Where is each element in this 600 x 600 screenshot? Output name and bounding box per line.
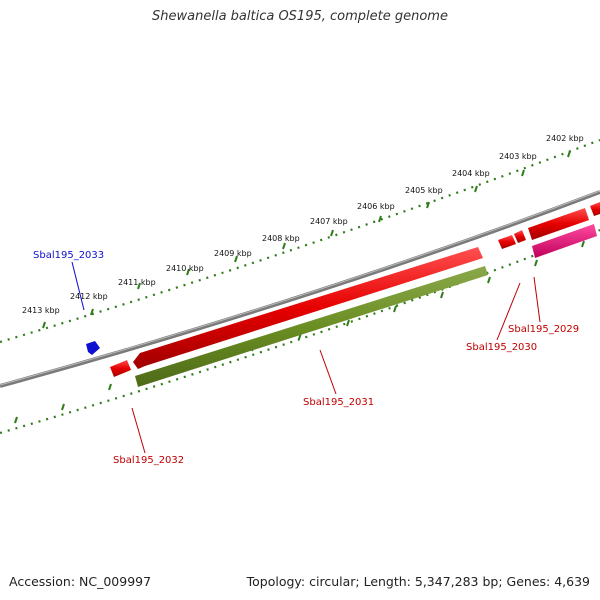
tick-label: 2404 kbp <box>452 169 490 178</box>
tick-label: 2410 kbp <box>166 264 204 273</box>
label-sbal195-2031[interactable]: Sbal195_2031 <box>303 397 374 408</box>
outer-major-ticks <box>42 150 571 329</box>
tick-label: 2407 kbp <box>310 217 348 226</box>
map-title: Shewanella baltica OS195, complete genom… <box>152 9 448 24</box>
outer-tick-ring <box>0 138 600 344</box>
gene-red-right[interactable] <box>528 208 589 240</box>
leader-2033 <box>71 261 85 311</box>
leader-2029 <box>533 276 541 323</box>
gene-red-edge[interactable] <box>590 202 600 216</box>
accession-text: Accession: NC_009997 <box>9 574 152 589</box>
label-sbal195-2029[interactable]: Sbal195_2029 <box>508 324 579 335</box>
genome-summary-text: Topology: circular; Length: 5,347,283 bp… <box>246 574 590 589</box>
tick-label: 2412 kbp <box>70 292 108 301</box>
gene-sbal195-2031[interactable] <box>135 266 488 387</box>
tick-label: 2413 kbp <box>22 306 60 315</box>
gene-sbal195-2029[interactable] <box>532 224 597 258</box>
tick-label: 2409 kbp <box>214 249 252 258</box>
tick-label: 2402 kbp <box>546 134 584 143</box>
tick-label: 2403 kbp <box>499 152 537 161</box>
leader-2030 <box>496 282 521 341</box>
gene-sbal195-2030[interactable] <box>498 235 516 249</box>
leader-2031 <box>319 349 337 395</box>
gene-sbal195-2032[interactable] <box>110 360 131 377</box>
label-sbal195-2030[interactable]: Sbal195_2030 <box>466 342 537 353</box>
genome-backbone <box>0 190 600 388</box>
leader-2032 <box>131 407 146 454</box>
label-sbal195-2033[interactable]: Sbal195_2033 <box>33 250 104 261</box>
label-sbal195-2032[interactable]: Sbal195_2032 <box>113 455 184 466</box>
tick-label: 2411 kbp <box>118 278 156 287</box>
tick-label: 2405 kbp <box>405 186 443 195</box>
gene-red-small[interactable] <box>514 230 526 243</box>
gene-red-long[interactable] <box>133 247 483 369</box>
tick-label: 2406 kbp <box>357 202 395 211</box>
gene-sbal195-2033[interactable] <box>86 341 100 355</box>
tick-label: 2408 kbp <box>262 234 300 243</box>
